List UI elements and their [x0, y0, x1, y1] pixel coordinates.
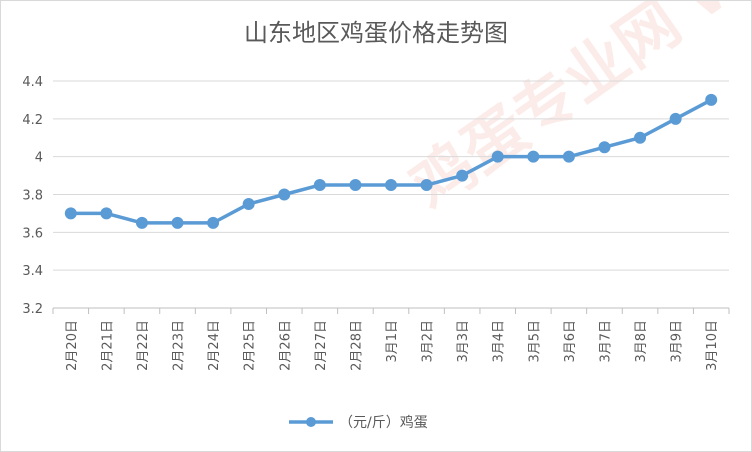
data-point — [135, 216, 148, 229]
x-tick-label: 3月6日 — [563, 320, 578, 363]
y-tick-label: 3.2 — [22, 302, 43, 317]
chart-title: 山东地区鸡蛋价格走势图 — [244, 19, 508, 47]
x-tick-label: 2月21日 — [100, 320, 115, 371]
legend-marker — [306, 417, 316, 427]
data-point — [242, 197, 255, 210]
data-point — [278, 188, 291, 201]
x-tick-label: 2月28日 — [349, 320, 364, 371]
grid — [53, 80, 729, 309]
x-tick-label: 2月27日 — [314, 320, 329, 371]
data-point — [705, 93, 718, 106]
x-tick-label: 2月23日 — [172, 320, 187, 371]
x-tick-label: 2月20日 — [65, 320, 80, 371]
data-point — [598, 141, 611, 154]
x-tick-label: 2月24日 — [207, 320, 222, 371]
data-point — [64, 207, 77, 220]
y-tick-label: 4 — [35, 151, 43, 166]
data-point — [100, 207, 113, 220]
data-point — [171, 216, 184, 229]
x-tick-label: 3月9日 — [670, 320, 685, 363]
x-tick-label: 3月4日 — [492, 320, 507, 363]
data-point — [669, 112, 682, 125]
x-tick-label: 2月26日 — [278, 320, 293, 371]
data-point — [527, 150, 540, 163]
x-tick-label: 3月3日 — [456, 320, 471, 363]
data-point — [491, 150, 504, 163]
data-point — [456, 169, 469, 182]
x-tick-label: 3月5日 — [527, 320, 542, 363]
x-tick-label: 3月1日 — [385, 320, 400, 363]
x-tick-label: 3月2日 — [421, 320, 436, 363]
data-point — [313, 179, 326, 192]
legend-label: （元/斤）鸡蛋 — [339, 414, 428, 431]
data-point — [349, 179, 362, 192]
data-point — [207, 216, 220, 229]
x-tick-label: 3月7日 — [598, 320, 613, 363]
data-point — [562, 150, 575, 163]
y-tick-label: 3.4 — [22, 264, 43, 279]
y-tick-label: 3.6 — [22, 226, 43, 241]
series-layer — [64, 93, 718, 229]
x-tick-label: 3月8日 — [634, 320, 649, 363]
data-point — [634, 131, 647, 144]
x-axis: 2月20日 2月21日 2月22日 2月23日 2月24日 2月25日 2月26日 2月27日… — [52, 307, 730, 371]
y-axis: 3.2 3.4 3.6 3.8 4 4.2 4.4 — [22, 75, 43, 317]
y-tick-label: 3.8 — [22, 189, 43, 204]
y-tick-label: 4.2 — [22, 113, 43, 128]
x-tick-label: 2月22日 — [136, 320, 151, 371]
x-tick-label: 3月10日 — [705, 320, 720, 371]
y-tick-label: 4.4 — [22, 75, 43, 90]
data-point — [420, 179, 433, 192]
legend: （元/斤）鸡蛋 — [289, 414, 428, 431]
data-point — [385, 179, 397, 192]
x-tick-label: 2月25日 — [243, 320, 258, 371]
